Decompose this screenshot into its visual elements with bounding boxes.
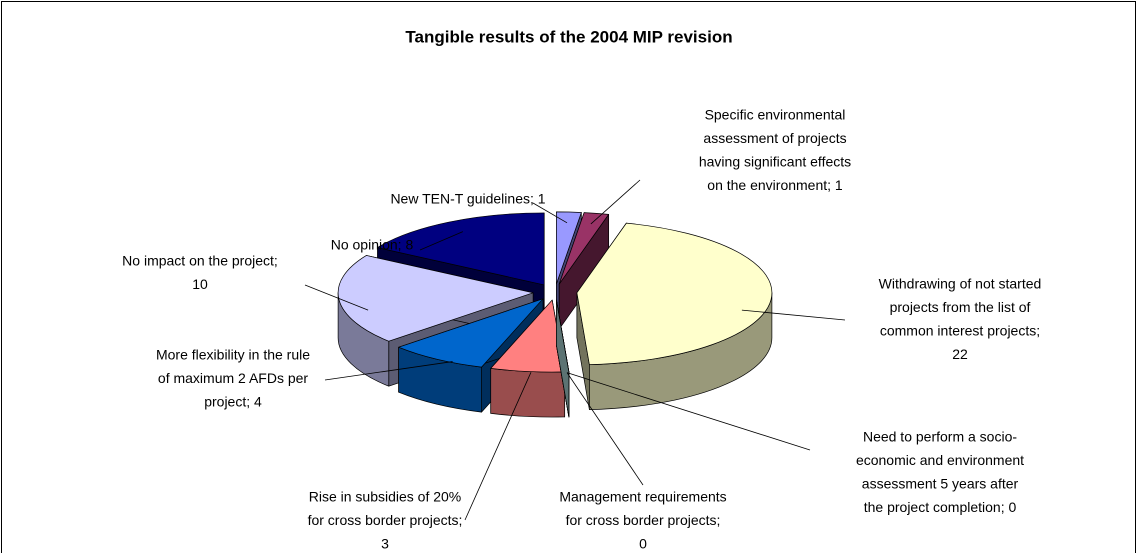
leader-line <box>566 372 644 486</box>
data-label: Rise in subsidies of 20% <box>309 489 462 505</box>
slice-top <box>556 211 582 285</box>
data-label: 10 <box>192 276 208 292</box>
data-label: Withdrawing of not started <box>879 276 1042 292</box>
leader-line <box>464 372 532 521</box>
data-label: No opinion; 8 <box>331 237 414 253</box>
leader-line <box>566 372 811 451</box>
data-label: Need to perform a socio- <box>863 429 1017 445</box>
data-label: assessment of projects <box>703 130 846 146</box>
slice-top <box>576 222 773 365</box>
leader-line <box>324 361 453 381</box>
data-label: Management requirements <box>559 489 726 505</box>
data-label: the project completion; 0 <box>864 499 1017 515</box>
slice-top <box>558 212 610 285</box>
slice-top <box>337 255 534 342</box>
chart-title: Tangible results of the 2004 MIP revisio… <box>405 27 732 46</box>
data-label: 3 <box>381 536 389 552</box>
leader-line <box>741 309 846 321</box>
data-label: for cross border projects; <box>566 512 721 528</box>
data-label: 0 <box>639 536 647 552</box>
data-label: economic and environment <box>856 452 1024 468</box>
slice-top <box>398 298 544 368</box>
data-label: projects from the list of <box>890 299 1031 315</box>
data-label: on the environment; 1 <box>707 177 843 193</box>
slice-rim <box>490 368 566 418</box>
data-label: Specific environmental <box>705 107 846 123</box>
leader-line <box>590 179 641 225</box>
leader-line <box>304 284 369 311</box>
leader-line <box>532 202 568 224</box>
data-label: New TEN-T guidelines; 1 <box>390 191 545 207</box>
data-label: having significant effects <box>699 154 851 170</box>
data-label: No impact on the project; <box>122 253 278 269</box>
data-label: for cross border projects; <box>308 512 463 528</box>
data-label: project; 4 <box>204 394 262 410</box>
data-label: More flexibility in the rule <box>156 347 310 363</box>
data-label: assessment 5 years after <box>862 476 1019 492</box>
leader-line <box>419 231 464 251</box>
slice-top <box>556 299 570 373</box>
slice-top <box>377 212 545 286</box>
data-label: common interest projects; <box>880 323 1040 339</box>
data-label: of maximum 2 AFDs per <box>158 370 308 386</box>
data-label: 22 <box>952 346 968 362</box>
